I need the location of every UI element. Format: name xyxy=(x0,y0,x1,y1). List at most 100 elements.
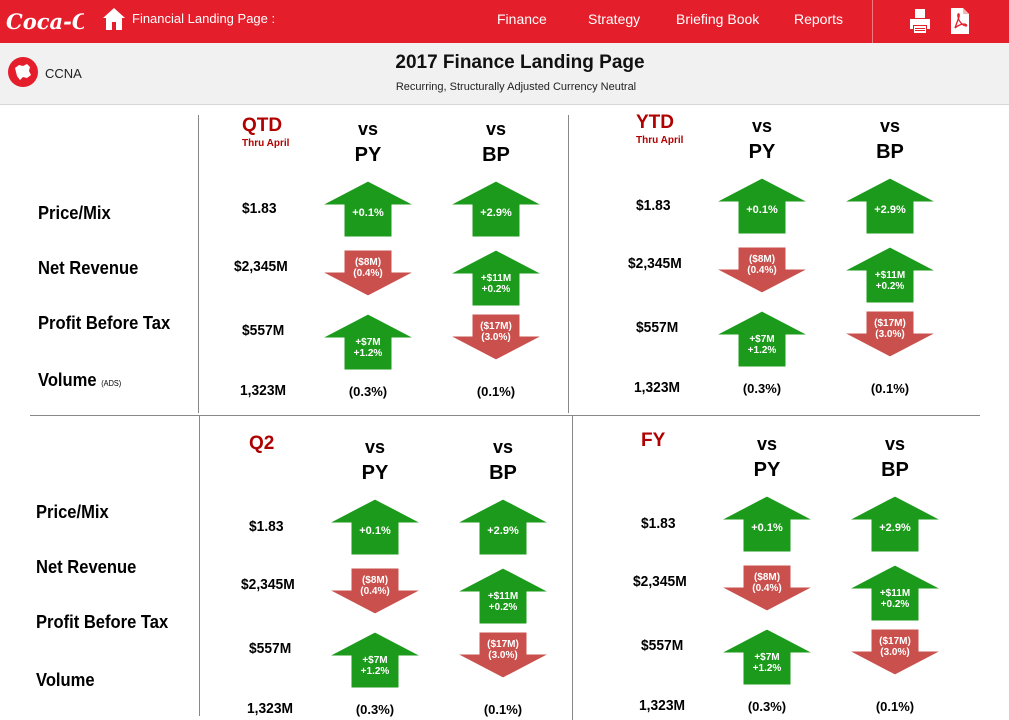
variance-value: ($17M) xyxy=(480,321,512,332)
arrow-up-icon: +$7M +1.2% xyxy=(719,627,815,687)
metric-label-net-revenue: Net Revenue xyxy=(38,258,139,278)
variance-value: +0.1% xyxy=(746,204,778,216)
variance-value: +$11M xyxy=(879,588,911,599)
grid-divider xyxy=(568,115,569,413)
variance-value: ($8M) xyxy=(753,572,781,583)
arrow-up-icon: +2.9% xyxy=(448,179,544,239)
bp-header: BP xyxy=(876,141,904,163)
nav-finance[interactable]: Finance xyxy=(497,11,547,27)
variance-value: +0.1% xyxy=(359,525,391,537)
panel-ytd: YTD Thru April vs PY vs BP $1.83 +0.1% +2.9% $2,3… xyxy=(628,112,1009,412)
variance-pct: +1.2% xyxy=(353,348,383,359)
arrow-up-icon: +$7M +1.2% xyxy=(714,309,810,369)
volume-vs-py: (0.3%) xyxy=(742,381,782,396)
metric-value: $2,345M xyxy=(234,258,288,275)
variance-value: ($17M) xyxy=(879,636,911,647)
period-label: QTD xyxy=(242,115,283,136)
arrow-up-icon: +$11M +0.2% xyxy=(448,248,544,308)
arrow-up-icon: +$7M +1.2% xyxy=(327,630,423,690)
pdf-icon[interactable] xyxy=(947,6,973,36)
metric-value: $2,345M xyxy=(241,576,295,593)
metric-value: $557M xyxy=(242,322,285,339)
variance-pct: (3.0%) xyxy=(875,329,905,340)
variance-value: +$11M xyxy=(480,273,512,284)
metric-value: $557M xyxy=(636,319,679,336)
metric-label-volume: Volume xyxy=(36,670,95,690)
variance-pct: (0.4%) xyxy=(353,268,383,279)
variance-pct: (0.4%) xyxy=(360,586,390,597)
metric-label-volume: Volume (ADS) xyxy=(38,370,121,391)
variance-value: ($8M) xyxy=(354,257,382,268)
nav-briefing-book[interactable]: Briefing Book xyxy=(676,11,760,27)
variance-pct: +1.2% xyxy=(747,345,777,356)
volume-vs-bp: (0.1%) xyxy=(483,702,523,717)
vs-label: vs xyxy=(884,434,906,454)
volume-vs-bp: (0.1%) xyxy=(875,699,915,714)
arrow-down-icon: ($17M) (3.0%) xyxy=(455,630,551,690)
coca-cola-logo[interactable]: Coca-Cola xyxy=(4,2,84,40)
variance-pct: +0.2% xyxy=(481,284,511,295)
page-header: CCNA 2017 Finance Landing Page Recurring… xyxy=(0,43,1009,105)
top-nav-bar: Coca-Cola Financial Landing Page : Finan… xyxy=(0,0,1009,43)
region-label: CCNA xyxy=(45,66,82,81)
metric-value: $1.83 xyxy=(242,200,277,217)
volume-vs-bp: (0.1%) xyxy=(870,381,910,396)
nav-divider xyxy=(872,0,873,43)
volume-value: 1,323M xyxy=(247,700,294,717)
svg-text:Coca-Cola: Coca-Cola xyxy=(6,9,84,34)
volume-value: 1,323M xyxy=(634,379,681,396)
arrow-up-icon: +$11M +0.2% xyxy=(847,563,943,623)
home-icon[interactable] xyxy=(102,6,126,32)
variance-pct: +0.2% xyxy=(880,599,910,610)
period-label: YTD xyxy=(636,112,674,133)
bp-header: BP xyxy=(482,144,510,166)
arrow-up-icon: +$7M +1.2% xyxy=(320,312,416,372)
metric-label-net-revenue: Net Revenue xyxy=(36,557,137,577)
print-icon[interactable] xyxy=(907,6,933,36)
variance-value: +0.1% xyxy=(751,522,783,534)
nav-strategy[interactable]: Strategy xyxy=(588,11,641,27)
arrow-up-icon: +0.1% xyxy=(714,176,810,236)
vs-label: vs xyxy=(751,116,773,136)
variance-pct: (3.0%) xyxy=(880,647,910,658)
arrow-down-icon: ($17M) (3.0%) xyxy=(842,309,938,369)
vs-label: vs xyxy=(485,119,507,139)
variance-value: +2.9% xyxy=(480,207,512,219)
period-label: FY xyxy=(641,430,666,451)
volume-value: 1,323M xyxy=(639,697,686,714)
variance-pct: (0.4%) xyxy=(752,583,782,594)
grid-divider xyxy=(30,415,980,416)
panel-fy: FY vs PY vs BP $1.83 +0.1% +2.9% $2,345M ($8M) (0.… xyxy=(633,430,1009,720)
metric-label-price-mix: Price/Mix xyxy=(36,502,109,522)
metric-label-volume-unit: (ADS) xyxy=(101,379,122,388)
metric-value: $1.83 xyxy=(641,515,676,532)
py-header: PY xyxy=(354,144,382,166)
nav-reports[interactable]: Reports xyxy=(794,11,844,27)
panel-qtd: QTD Thru April vs PY vs BP $1.83 +0.1% +2.9% $2,3… xyxy=(234,115,622,415)
arrow-up-icon: +0.1% xyxy=(719,494,815,554)
region-map-icon[interactable] xyxy=(8,57,38,87)
variance-pct: (0.4%) xyxy=(747,265,777,276)
arrow-up-icon: +2.9% xyxy=(842,176,938,236)
py-header: PY xyxy=(753,459,781,481)
metric-value: $1.83 xyxy=(249,518,284,535)
variance-pct: +1.2% xyxy=(752,663,782,674)
grid-divider xyxy=(198,115,199,413)
variance-pct: +0.2% xyxy=(875,281,905,292)
variance-value: +$7M xyxy=(749,334,775,345)
volume-vs-py: (0.3%) xyxy=(355,702,395,717)
arrow-down-icon: ($17M) (3.0%) xyxy=(847,627,943,687)
grid-divider xyxy=(572,416,573,720)
variance-value: ($17M) xyxy=(874,318,906,329)
metric-value: $2,345M xyxy=(633,573,687,590)
metric-label-price-mix: Price/Mix xyxy=(38,203,111,223)
period-sublabel: Thru April xyxy=(242,138,290,149)
metric-label-volume-text: Volume xyxy=(38,370,97,390)
variance-value: +$7M xyxy=(355,337,381,348)
metric-label-profit-before-tax: Profit Before Tax xyxy=(38,313,171,333)
variance-value: +$7M xyxy=(754,652,780,663)
arrow-up-icon: +2.9% xyxy=(455,497,551,557)
arrow-up-icon: +$11M +0.2% xyxy=(455,566,551,626)
variance-pct: +1.2% xyxy=(360,666,390,677)
breadcrumb: Financial Landing Page : xyxy=(132,11,276,26)
